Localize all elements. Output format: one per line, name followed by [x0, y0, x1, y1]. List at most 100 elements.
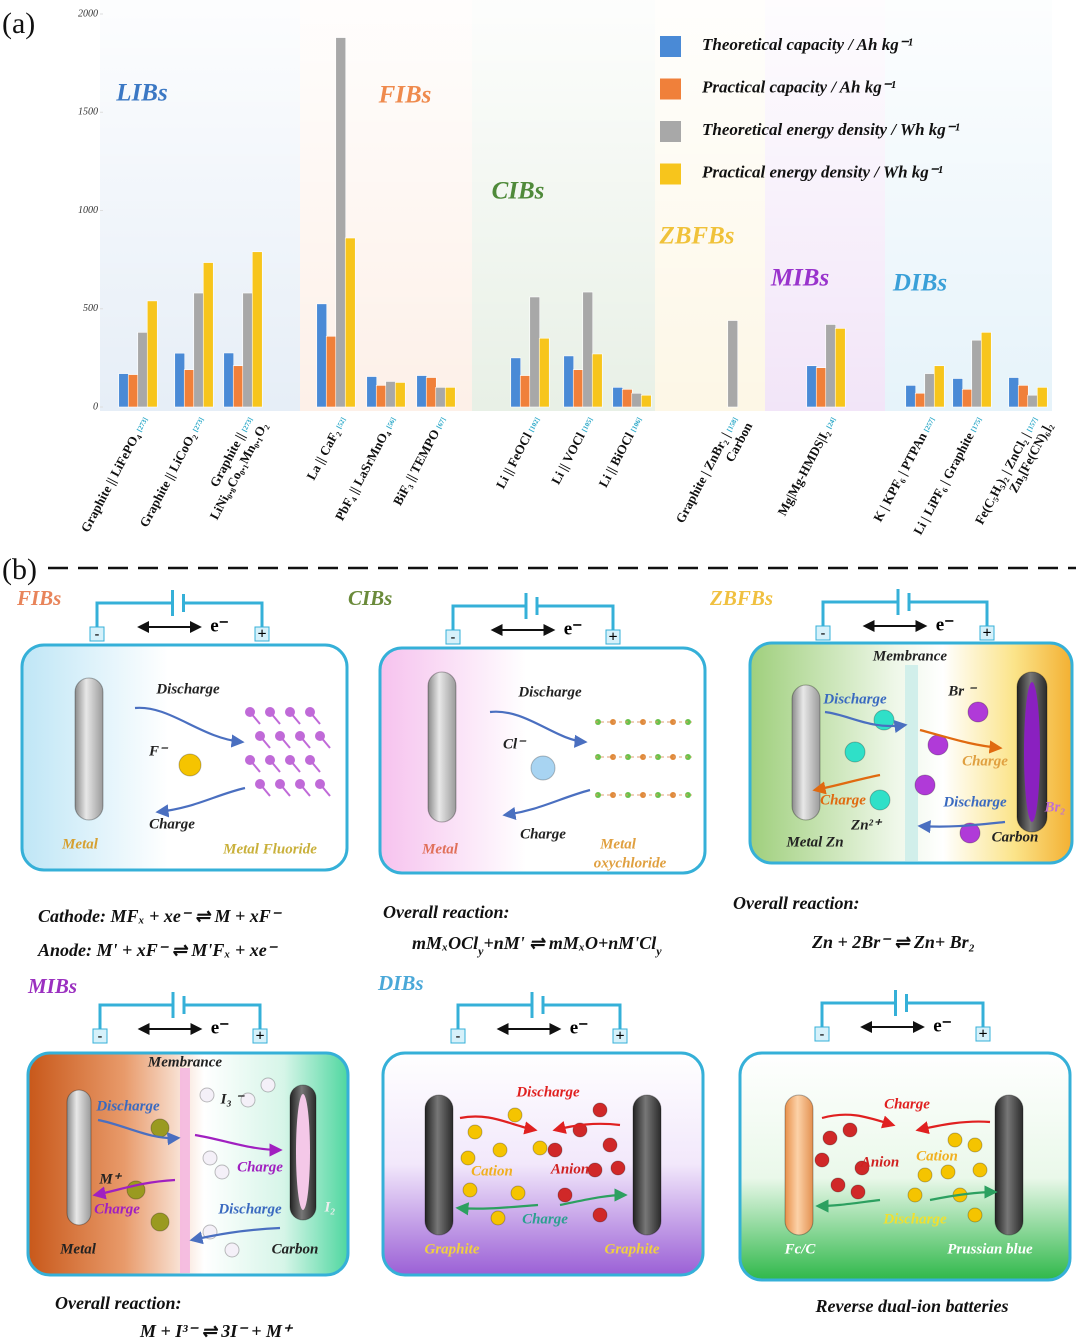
wire	[820, 1001, 985, 1027]
ion	[967, 1207, 983, 1223]
diagram-label: Discharge	[515, 1084, 580, 1100]
ion	[510, 1185, 526, 1201]
bar	[251, 251, 263, 408]
ion	[602, 1137, 618, 1153]
bar	[223, 352, 235, 408]
membrane	[180, 1068, 190, 1273]
ion-path-arrow	[502, 788, 591, 821]
bar	[425, 377, 437, 408]
bar	[510, 357, 522, 408]
reference: [24]	[825, 416, 838, 430]
bar	[325, 335, 337, 408]
lattice-bond	[249, 759, 261, 773]
y-tick-label: 1000	[78, 205, 98, 216]
terminal-sign: +	[257, 626, 266, 643]
wire	[98, 1003, 262, 1029]
ion	[214, 1164, 230, 1180]
x-tick-label: BiF₃ || TEMPO[67]	[390, 414, 449, 508]
cell-box	[738, 1051, 1072, 1282]
x-tick-label: Mg|Mg-HMDS|I₂[24]	[774, 414, 839, 518]
bar	[905, 385, 917, 408]
terminal	[89, 626, 105, 642]
category-text: PbF₄ || LaSrMnO₄	[332, 427, 393, 523]
diagram-label: Prussian blue	[947, 1241, 1033, 1257]
diagram-label: Charge	[820, 792, 866, 808]
terminal-sign: +	[255, 1028, 264, 1045]
reference: [273]	[135, 416, 149, 433]
lattice-bond	[309, 759, 321, 773]
diagram-label: Charge	[520, 826, 566, 842]
ion	[467, 1124, 483, 1140]
ion	[592, 1102, 608, 1118]
legend-label: Practical capacity / Ah kg⁻¹	[701, 77, 896, 96]
reference: [102]	[527, 416, 541, 433]
electrode-core	[1024, 682, 1040, 822]
diagram-label: Discharge	[822, 691, 887, 707]
group-label: ZBFBs	[658, 223, 734, 250]
group-label: FIBs	[378, 82, 432, 109]
bar	[444, 387, 456, 408]
ion-path-arrow	[194, 1133, 283, 1157]
wire	[451, 604, 615, 630]
panel-title: FIBs	[16, 586, 61, 610]
electron-label: e⁻	[564, 618, 582, 639]
group-label: DIBs	[892, 270, 947, 297]
diagram-label: Discharge	[217, 1201, 282, 1217]
bar	[631, 392, 643, 408]
terminal-sign: -	[451, 630, 456, 645]
bar	[416, 375, 428, 408]
reaction-text: Overall reaction:	[733, 893, 859, 913]
bar	[806, 365, 818, 408]
ion-path-arrow	[559, 1188, 628, 1207]
legend-label: Theoretical capacity / Ah kg⁻¹	[702, 35, 913, 54]
diagram-label: Br ⁻	[947, 683, 978, 699]
lattice-bond	[299, 735, 311, 749]
panel-title: ZBFBs	[709, 586, 773, 610]
electron-label: e⁻	[211, 1017, 229, 1038]
ion-path-arrow	[919, 728, 1003, 754]
ion	[940, 1164, 956, 1180]
legend-swatch	[660, 121, 681, 142]
diagram-label: Cation	[916, 1148, 958, 1164]
ion	[907, 1187, 923, 1203]
panel-title: CIBs	[348, 586, 392, 610]
bar	[344, 237, 356, 408]
bar	[815, 367, 827, 408]
electrode	[66, 1089, 92, 1226]
diagram-label: Carbon	[992, 829, 1039, 845]
legend-label: Theoretical energy density / Wh kg⁻¹	[702, 120, 960, 139]
terminal-sign: -	[821, 626, 826, 641]
lattice-bond	[289, 711, 301, 725]
reaction-text: M + I³⁻ ⇌ 3I⁻ + M⁺	[139, 1321, 294, 1341]
reaction-part: mMₓOCl	[412, 933, 478, 953]
ion	[972, 1162, 988, 1178]
ion	[490, 1210, 506, 1226]
reaction-subscript: y	[476, 944, 484, 958]
ion	[557, 1187, 573, 1203]
electrode	[632, 1094, 662, 1236]
ion	[460, 1150, 476, 1166]
bar	[232, 365, 244, 408]
ion-path-arrow	[812, 773, 881, 795]
reaction-text: mMₓOCly+nM' ⇌ mMₓO+nM'Cly	[412, 933, 662, 958]
ion-path-arrow	[917, 820, 1006, 834]
terminal-sign: -	[98, 1029, 103, 1044]
diagram-label: Charge	[94, 1201, 140, 1217]
terminal	[254, 626, 270, 642]
legend-swatch	[660, 78, 681, 100]
reaction-text: Reverse dual-ion batteries	[815, 1296, 1009, 1316]
bar	[980, 332, 992, 408]
y-tick-label: 2000	[78, 8, 98, 19]
bar	[834, 328, 846, 408]
ion-path-arrow	[915, 1120, 991, 1135]
diagram-label: F⁻	[148, 743, 169, 759]
terminal-sign: +	[608, 629, 617, 646]
lattice-bond	[299, 783, 311, 797]
diagram-label: oxychloride	[594, 855, 667, 871]
lattice-bond	[279, 735, 291, 749]
ion	[814, 1152, 830, 1168]
group-band-fade	[885, 0, 1052, 411]
terminal	[605, 629, 621, 645]
reaction-text: Overall reaction:	[383, 902, 509, 922]
